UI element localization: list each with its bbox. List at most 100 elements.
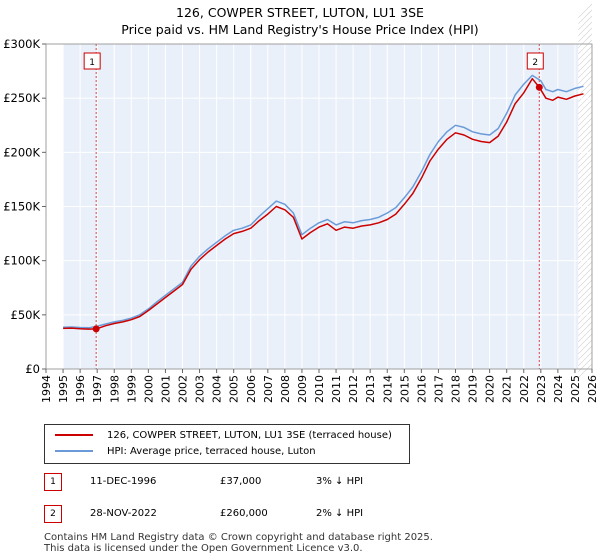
hatch-line <box>578 87 593 102</box>
x-tick-label: 2022 <box>518 375 531 403</box>
hatch-line <box>578 51 593 66</box>
hatch-line <box>578 171 593 186</box>
hatch-line <box>578 69 593 84</box>
x-tick-label: 2021 <box>501 375 514 403</box>
hatch-line <box>578 225 593 240</box>
hatch-line <box>578 243 593 258</box>
hatch-line <box>578 249 593 264</box>
hatch-line <box>578 279 593 294</box>
marker-dot <box>535 83 543 91</box>
legend-line-hpi <box>55 450 93 452</box>
hatch-line <box>578 177 593 192</box>
transaction-badge: 2 <box>44 505 62 523</box>
hatch-line <box>578 99 593 114</box>
hatch-line <box>578 291 593 306</box>
legend-entry-property: 126, COWPER STREET, LUTON, LU1 3SE (terr… <box>55 428 392 444</box>
x-tick-label: 2001 <box>159 375 172 403</box>
hatch-line <box>578 183 593 198</box>
y-tick-label: £150K <box>3 200 40 214</box>
hatch-line <box>578 57 593 72</box>
hatch-line <box>578 15 593 30</box>
chart-legend: 126, COWPER STREET, LUTON, LU1 3SE (terr… <box>44 424 410 464</box>
hatch-line <box>578 129 593 144</box>
hatch-line <box>578 219 593 234</box>
transaction-date: 11-DEC-1996 <box>90 476 157 487</box>
x-tick-label: 2017 <box>432 375 445 403</box>
hatch-line <box>578 231 593 246</box>
hatch-line <box>578 327 593 342</box>
chart-subtitle: Price paid vs. HM Land Registry's House … <box>121 22 479 37</box>
y-tick-label: £250K <box>3 91 40 105</box>
x-tick-label: 2007 <box>262 375 275 403</box>
marker-dot <box>92 325 100 333</box>
hatch-line <box>578 141 593 156</box>
y-tick-label: £300K <box>3 37 40 51</box>
footer-licence: This data is licensed under the Open Gov… <box>44 543 363 554</box>
hatch-line <box>578 81 593 96</box>
x-tick-label: 2003 <box>194 375 207 403</box>
x-tick-label: 2026 <box>586 375 599 403</box>
x-tick-label: 1995 <box>57 375 70 403</box>
x-tick-label: 2009 <box>296 375 309 403</box>
x-tick-label: 2004 <box>211 375 224 403</box>
hatch-line <box>578 33 593 48</box>
x-tick-label: 2013 <box>364 375 377 403</box>
hatch-line <box>578 135 593 150</box>
x-tick-label: 2020 <box>484 375 497 403</box>
hatch-line <box>578 339 593 354</box>
x-tick-label: 2005 <box>228 375 241 403</box>
hatch-line <box>578 147 593 162</box>
marker-label-box <box>526 52 544 70</box>
hatch-line <box>578 111 593 126</box>
hatch-line <box>578 189 593 204</box>
y-tick-label: £0 <box>25 362 40 376</box>
hatch-line <box>578 9 593 24</box>
x-tick-label: 2002 <box>177 375 190 403</box>
marker-label: 1 <box>89 58 95 68</box>
x-tick-label: 2010 <box>313 375 326 403</box>
y-tick-label: £50K <box>11 308 41 322</box>
marker-label: 2 <box>532 58 538 68</box>
hatch-line <box>578 45 593 60</box>
x-tick-label: 2006 <box>245 375 258 403</box>
hatch-line <box>578 105 593 120</box>
y-tick-label: £100K <box>3 254 40 268</box>
transaction-price: £260,000 <box>220 508 268 519</box>
hatch-line <box>578 123 593 138</box>
legend-entry-hpi: HPI: Average price, terraced house, Luto… <box>55 444 316 460</box>
hatch-line <box>578 345 593 360</box>
x-tick-label: 2024 <box>552 375 565 403</box>
x-tick-label: 2016 <box>415 375 428 403</box>
hatch-line <box>578 195 593 210</box>
x-tick-label: 2008 <box>279 375 292 403</box>
hatch-line <box>578 3 593 18</box>
hatch-line <box>578 321 593 336</box>
footer-copyright: Contains HM Land Registry data © Crown c… <box>44 532 433 543</box>
hatch-line <box>578 309 593 324</box>
series-line-property <box>63 77 584 330</box>
transaction-hpi: 2% ↓ HPI <box>316 508 364 519</box>
hatch-line <box>578 93 593 108</box>
hatch-line <box>578 297 593 312</box>
transaction-date: 28-NOV-2022 <box>90 508 157 519</box>
x-tick-label: 2011 <box>330 375 343 403</box>
x-tick-label: 1994 <box>40 375 53 403</box>
x-tick-label: 1998 <box>108 375 121 403</box>
x-tick-label: 2018 <box>450 375 463 403</box>
hatch-line <box>578 159 593 174</box>
transaction-badge: 1 <box>44 473 62 491</box>
hatch-line <box>578 333 593 348</box>
x-tick-label: 2014 <box>381 375 394 403</box>
hatch-line <box>578 63 593 78</box>
hatch-line <box>578 285 593 300</box>
series-line-hpi <box>63 74 584 329</box>
hatch-line <box>578 153 593 168</box>
hatch-line <box>578 213 593 228</box>
x-tick-label: 2015 <box>398 375 411 403</box>
transaction-price: £37,000 <box>220 476 262 487</box>
hatch-line <box>578 363 593 378</box>
chart-title: 126, COWPER STREET, LUTON, LU1 3SE <box>176 5 424 20</box>
hatch-line <box>578 315 593 330</box>
x-tick-label: 2023 <box>535 375 548 403</box>
hatch-line <box>578 273 593 288</box>
